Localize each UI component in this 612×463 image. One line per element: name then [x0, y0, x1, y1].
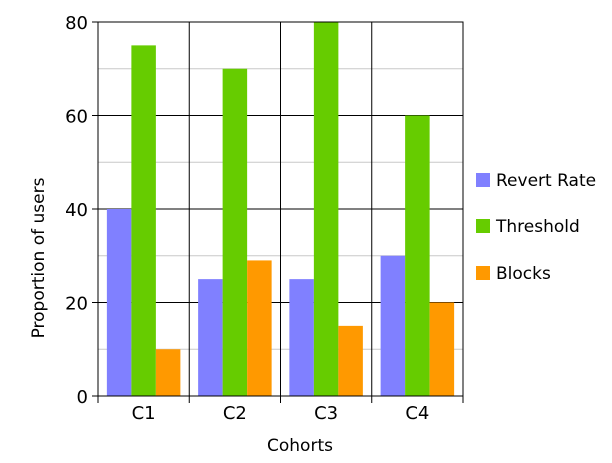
bar-threshold-c3: [313, 22, 339, 396]
x-tick-label-c3: C3: [314, 403, 338, 424]
bars: [106, 22, 455, 396]
legend-swatch-revert-rate: [476, 173, 490, 187]
legend-label-threshold: Threshold: [495, 217, 580, 237]
grid-lines: [98, 21, 463, 396]
bar-threshold-c4: [405, 115, 430, 396]
legend-swatch-blocks: [476, 266, 490, 280]
bar-revert-rate-c4: [380, 255, 406, 396]
y-axis-title: Proportion of users: [29, 177, 49, 338]
legend: Revert Rate Threshold Blocks: [476, 171, 596, 284]
bar-threshold-c2: [222, 68, 248, 396]
bar-blocks-c1: [155, 349, 181, 396]
y-tick-label-2: 40: [65, 200, 88, 221]
x-axis-title: Cohorts: [267, 436, 333, 456]
tick-labels: 0 20 40 60 80 C1 C2 C3 C4: [65, 13, 429, 424]
x-tick-label-c1: C1: [132, 403, 156, 424]
bar-revert-rate-c1: [106, 209, 132, 396]
bar-blocks-c3: [338, 325, 363, 396]
legend-swatch-threshold: [476, 219, 490, 233]
bar-blocks-c2: [247, 260, 272, 396]
bar-blocks-c4: [429, 302, 455, 396]
bar-revert-rate-c2: [198, 279, 223, 396]
bar-revert-rate-c3: [289, 279, 314, 396]
legend-label-revert-rate: Revert Rate: [496, 171, 596, 191]
bar-threshold-c1: [131, 45, 156, 396]
y-tick-label-3: 60: [65, 107, 88, 128]
x-tick-label-c2: C2: [223, 403, 247, 424]
x-tick-label-c4: C4: [405, 403, 429, 424]
y-tick-label-0: 0: [77, 387, 88, 408]
legend-label-blocks: Blocks: [496, 264, 551, 284]
axes: [92, 21, 464, 403]
y-tick-label-1: 20: [65, 294, 88, 315]
y-tick-label-4: 80: [65, 13, 88, 34]
